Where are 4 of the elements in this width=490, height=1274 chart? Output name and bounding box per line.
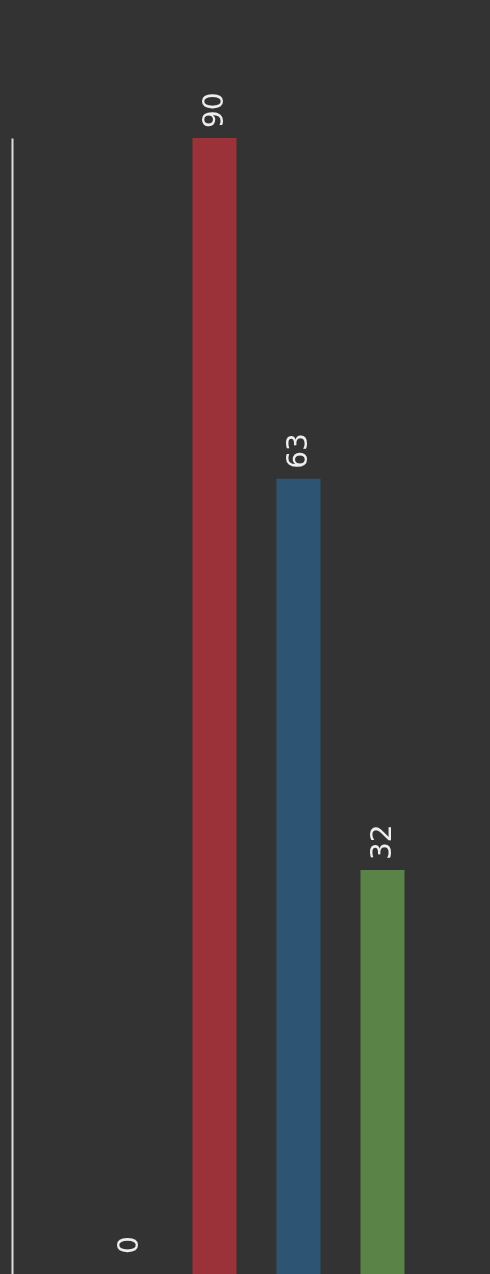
data-label: 90: [196, 92, 230, 128]
text: 0: [112, 1236, 145, 1254]
data-label: 32: [364, 824, 398, 861]
data-label: 63: [280, 433, 314, 469]
